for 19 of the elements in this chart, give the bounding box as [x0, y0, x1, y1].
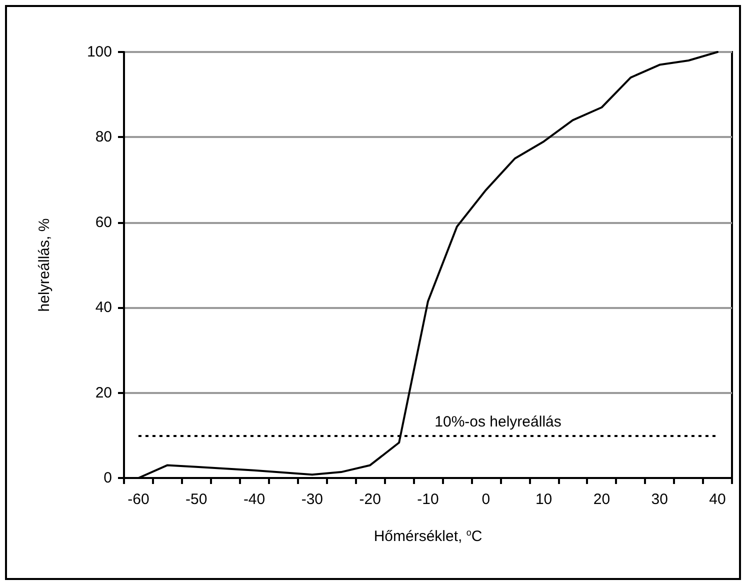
- x-tick-label: -20: [359, 491, 381, 508]
- x-tick-label: 10: [535, 491, 552, 508]
- x-tick-label: -10: [417, 491, 439, 508]
- x-tick-label: 20: [593, 491, 610, 508]
- x-tick-label: -60: [128, 491, 150, 508]
- x-tick-label: -40: [243, 491, 266, 508]
- ref-line-label: 10%-os helyreállás: [434, 413, 562, 430]
- x-tick-label: -50: [186, 491, 208, 508]
- x-tick-label: 0: [482, 491, 490, 508]
- y-axis-title: helyreállás, %: [36, 218, 53, 312]
- x-tick-label: -30: [301, 491, 324, 508]
- y-tick-label: 80: [95, 128, 112, 146]
- y-tick-label: 20: [95, 384, 112, 402]
- x-tick-label: 40: [709, 491, 726, 508]
- y-tick-label: 60: [95, 214, 112, 231]
- y-tick-label: 100: [86, 44, 112, 60]
- y-tick-label: 40: [95, 299, 112, 316]
- x-tick-label: 30: [651, 491, 668, 508]
- y-tick-label: 0: [104, 470, 112, 486]
